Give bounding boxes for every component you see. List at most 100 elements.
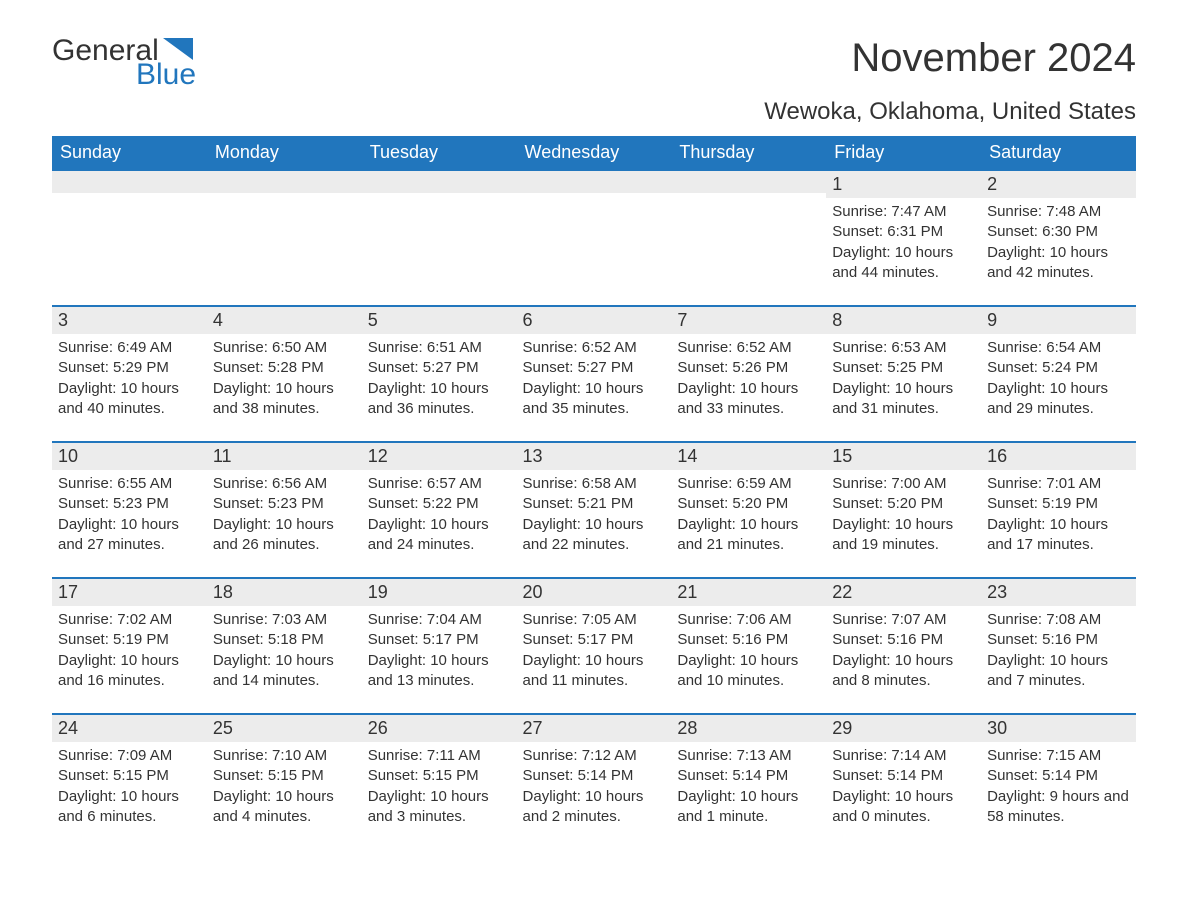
day-cell [207, 169, 362, 305]
sunrise-text: Sunrise: 7:06 AM [677, 610, 820, 630]
sunrise-text: Sunrise: 6:52 AM [677, 338, 820, 358]
day-cell: 18Sunrise: 7:03 AMSunset: 5:18 PMDayligh… [207, 577, 362, 713]
sunrise-text: Sunrise: 6:53 AM [832, 338, 975, 358]
daylight-text: Daylight: 10 hours and 42 minutes. [987, 243, 1130, 284]
daylight-text: Daylight: 10 hours and 2 minutes. [523, 787, 666, 828]
sunrise-text: Sunrise: 7:02 AM [58, 610, 201, 630]
sunrise-text: Sunrise: 7:12 AM [523, 746, 666, 766]
sunrise-text: Sunrise: 7:14 AM [832, 746, 975, 766]
sunrise-text: Sunrise: 7:10 AM [213, 746, 356, 766]
day-body: Sunrise: 7:07 AMSunset: 5:16 PMDaylight:… [826, 606, 981, 691]
sunset-text: Sunset: 5:23 PM [58, 494, 201, 514]
sunrise-text: Sunrise: 7:00 AM [832, 474, 975, 494]
daylight-text: Daylight: 10 hours and 10 minutes. [677, 651, 820, 692]
sunrise-text: Sunrise: 6:51 AM [368, 338, 511, 358]
sunset-text: Sunset: 5:26 PM [677, 358, 820, 378]
day-body: Sunrise: 7:12 AMSunset: 5:14 PMDaylight:… [517, 742, 672, 827]
day-body: Sunrise: 7:01 AMSunset: 5:19 PMDaylight:… [981, 470, 1136, 555]
dow-header: Saturday [981, 136, 1136, 169]
day-number: 21 [671, 577, 826, 606]
day-number: 26 [362, 713, 517, 742]
day-body: Sunrise: 7:47 AMSunset: 6:31 PMDaylight:… [826, 198, 981, 283]
daylight-text: Daylight: 10 hours and 36 minutes. [368, 379, 511, 420]
day-number: 9 [981, 305, 1136, 334]
day-cell: 29Sunrise: 7:14 AMSunset: 5:14 PMDayligh… [826, 713, 981, 849]
day-number: 8 [826, 305, 981, 334]
daylight-text: Daylight: 10 hours and 6 minutes. [58, 787, 201, 828]
daylight-text: Daylight: 10 hours and 29 minutes. [987, 379, 1130, 420]
day-number: 22 [826, 577, 981, 606]
day-cell: 10Sunrise: 6:55 AMSunset: 5:23 PMDayligh… [52, 441, 207, 577]
daylight-text: Daylight: 10 hours and 11 minutes. [523, 651, 666, 692]
sunset-text: Sunset: 5:16 PM [832, 630, 975, 650]
sunrise-text: Sunrise: 7:04 AM [368, 610, 511, 630]
day-body: Sunrise: 6:50 AMSunset: 5:28 PMDaylight:… [207, 334, 362, 419]
day-body: Sunrise: 7:14 AMSunset: 5:14 PMDaylight:… [826, 742, 981, 827]
day-body: Sunrise: 7:09 AMSunset: 5:15 PMDaylight:… [52, 742, 207, 827]
day-cell: 28Sunrise: 7:13 AMSunset: 5:14 PMDayligh… [671, 713, 826, 849]
sunset-text: Sunset: 5:28 PM [213, 358, 356, 378]
day-cell: 19Sunrise: 7:04 AMSunset: 5:17 PMDayligh… [362, 577, 517, 713]
day-body: Sunrise: 7:02 AMSunset: 5:19 PMDaylight:… [52, 606, 207, 691]
day-number: 17 [52, 577, 207, 606]
day-number: 29 [826, 713, 981, 742]
sunrise-text: Sunrise: 7:07 AM [832, 610, 975, 630]
day-number: 1 [826, 169, 981, 198]
daylight-text: Daylight: 10 hours and 24 minutes. [368, 515, 511, 556]
day-number-empty [671, 169, 826, 193]
page-title: November 2024 [851, 36, 1136, 81]
sunset-text: Sunset: 5:27 PM [368, 358, 511, 378]
daylight-text: Daylight: 10 hours and 16 minutes. [58, 651, 201, 692]
sunset-text: Sunset: 5:20 PM [677, 494, 820, 514]
day-body: Sunrise: 6:55 AMSunset: 5:23 PMDaylight:… [52, 470, 207, 555]
daylight-text: Daylight: 10 hours and 33 minutes. [677, 379, 820, 420]
day-body: Sunrise: 7:00 AMSunset: 5:20 PMDaylight:… [826, 470, 981, 555]
daylight-text: Daylight: 10 hours and 27 minutes. [58, 515, 201, 556]
daylight-text: Daylight: 10 hours and 44 minutes. [832, 243, 975, 284]
day-body: Sunrise: 7:13 AMSunset: 5:14 PMDaylight:… [671, 742, 826, 827]
sunrise-text: Sunrise: 6:57 AM [368, 474, 511, 494]
day-cell: 8Sunrise: 6:53 AMSunset: 5:25 PMDaylight… [826, 305, 981, 441]
dow-header: Friday [826, 136, 981, 169]
day-cell: 4Sunrise: 6:50 AMSunset: 5:28 PMDaylight… [207, 305, 362, 441]
sunrise-text: Sunrise: 6:52 AM [523, 338, 666, 358]
sunset-text: Sunset: 5:14 PM [987, 766, 1130, 786]
sunset-text: Sunset: 5:19 PM [58, 630, 201, 650]
week-row: 24Sunrise: 7:09 AMSunset: 5:15 PMDayligh… [52, 713, 1136, 849]
day-number: 14 [671, 441, 826, 470]
sunset-text: Sunset: 5:14 PM [523, 766, 666, 786]
calendar-table: Sunday Monday Tuesday Wednesday Thursday… [52, 136, 1136, 849]
sunrise-text: Sunrise: 7:05 AM [523, 610, 666, 630]
day-body: Sunrise: 6:58 AMSunset: 5:21 PMDaylight:… [517, 470, 672, 555]
day-cell: 22Sunrise: 7:07 AMSunset: 5:16 PMDayligh… [826, 577, 981, 713]
sunrise-text: Sunrise: 7:03 AM [213, 610, 356, 630]
day-number: 19 [362, 577, 517, 606]
daylight-text: Daylight: 10 hours and 22 minutes. [523, 515, 666, 556]
day-number: 3 [52, 305, 207, 334]
sunrise-text: Sunrise: 7:11 AM [368, 746, 511, 766]
sunset-text: Sunset: 5:17 PM [368, 630, 511, 650]
day-cell [52, 169, 207, 305]
sunset-text: Sunset: 6:31 PM [832, 222, 975, 242]
sunset-text: Sunset: 5:15 PM [58, 766, 201, 786]
day-cell: 12Sunrise: 6:57 AMSunset: 5:22 PMDayligh… [362, 441, 517, 577]
day-number: 16 [981, 441, 1136, 470]
week-row: 3Sunrise: 6:49 AMSunset: 5:29 PMDaylight… [52, 305, 1136, 441]
sunrise-text: Sunrise: 7:01 AM [987, 474, 1130, 494]
daylight-text: Daylight: 10 hours and 26 minutes. [213, 515, 356, 556]
sunrise-text: Sunrise: 6:56 AM [213, 474, 356, 494]
day-number: 28 [671, 713, 826, 742]
sunset-text: Sunset: 5:16 PM [987, 630, 1130, 650]
daylight-text: Daylight: 10 hours and 8 minutes. [832, 651, 975, 692]
daylight-text: Daylight: 9 hours and 58 minutes. [987, 787, 1130, 828]
daylight-text: Daylight: 10 hours and 21 minutes. [677, 515, 820, 556]
day-cell: 11Sunrise: 6:56 AMSunset: 5:23 PMDayligh… [207, 441, 362, 577]
sunrise-text: Sunrise: 7:08 AM [987, 610, 1130, 630]
day-number: 5 [362, 305, 517, 334]
day-cell: 13Sunrise: 6:58 AMSunset: 5:21 PMDayligh… [517, 441, 672, 577]
day-cell: 21Sunrise: 7:06 AMSunset: 5:16 PMDayligh… [671, 577, 826, 713]
header: General Blue November 2024 [52, 36, 1136, 90]
sunrise-text: Sunrise: 7:13 AM [677, 746, 820, 766]
sunrise-text: Sunrise: 7:47 AM [832, 202, 975, 222]
day-number-empty [207, 169, 362, 193]
